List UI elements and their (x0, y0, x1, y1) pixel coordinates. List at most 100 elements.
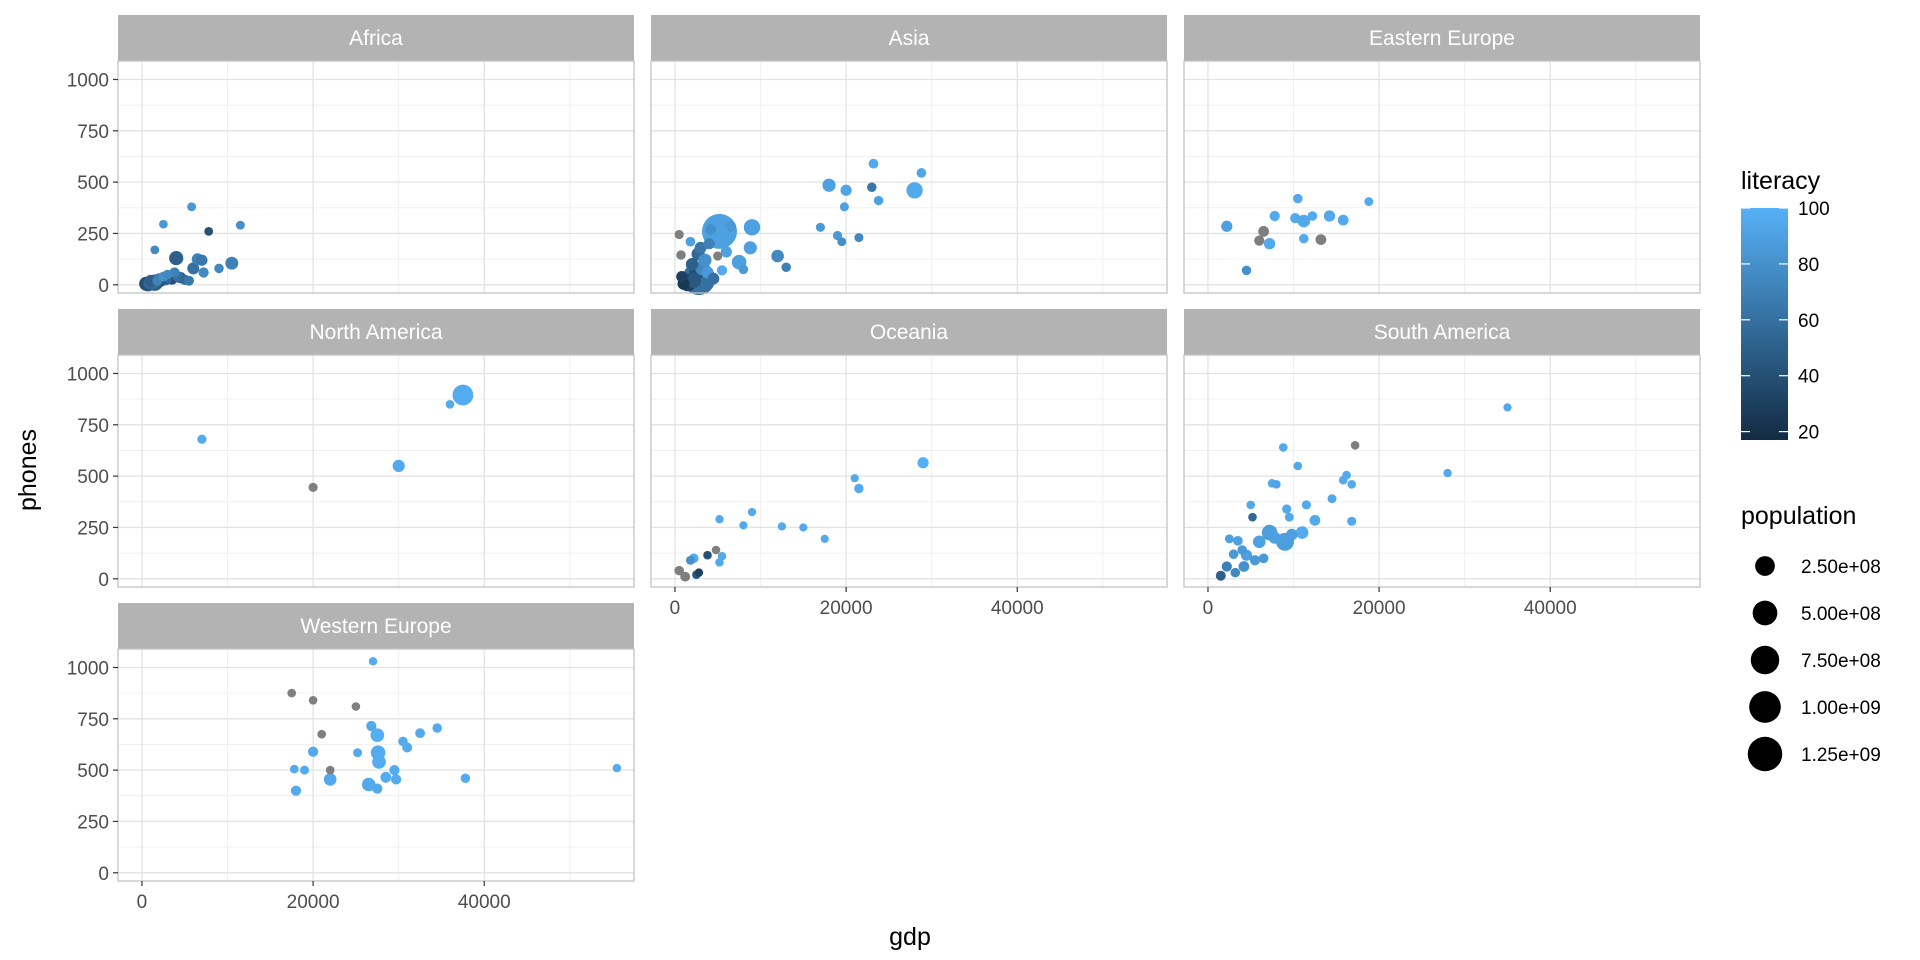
facet-strip-oceania (651, 309, 1167, 355)
data-point (711, 545, 721, 555)
data-point (353, 748, 363, 758)
data-point (1233, 535, 1243, 546)
data-point (720, 246, 732, 258)
data-point (351, 702, 361, 711)
facet-plot-area-south-america (1184, 355, 1700, 587)
size-legend-label: 1.25e+09 (1801, 745, 1881, 766)
facet-border-africa (117, 60, 635, 294)
facet-border-north-america (117, 354, 635, 588)
data-point (308, 695, 318, 705)
data-point (1342, 470, 1351, 480)
facet-strip-label-africa: Africa (349, 27, 403, 50)
data-point (289, 764, 299, 774)
facet-strip-western-europe (118, 603, 634, 649)
y-tick-label: 750 (77, 710, 109, 731)
colorbar-tick-label: 60 (1798, 311, 1819, 332)
data-point (1503, 403, 1512, 412)
data-point (1347, 479, 1357, 489)
colorbar-tick-label: 80 (1798, 255, 1819, 276)
data-point (868, 158, 879, 169)
data-point (1249, 555, 1261, 566)
data-point (235, 220, 245, 230)
data-point (1315, 234, 1327, 245)
data-point (716, 265, 728, 276)
y-tick-label: 1000 (67, 364, 109, 385)
data-point (380, 771, 392, 783)
data-point (850, 474, 859, 483)
facet-strip-eastern-europe (1184, 15, 1700, 61)
x-tick-label: 0 (670, 598, 681, 619)
data-point (822, 178, 836, 192)
data-point (290, 785, 302, 796)
data-point (1295, 526, 1309, 539)
data-point (445, 399, 455, 409)
data-point (674, 565, 684, 576)
data-point (1297, 214, 1311, 228)
data-point (1347, 516, 1357, 526)
facet-strip-label-asia: Asia (889, 27, 930, 50)
x-tick-label: 20000 (287, 892, 340, 913)
facet-strip-label-north-america: North America (309, 321, 442, 344)
data-point (717, 551, 727, 561)
data-point (738, 264, 749, 275)
data-point (873, 195, 884, 206)
data-point (317, 729, 327, 739)
data-point (686, 273, 702, 289)
data-point (698, 253, 712, 267)
data-point (705, 224, 717, 235)
data-point (715, 515, 724, 524)
data-point (1258, 553, 1269, 564)
data-point (1230, 567, 1241, 578)
facet-strip-africa (118, 15, 634, 61)
data-point (1215, 570, 1226, 581)
data-point (820, 534, 829, 543)
data-point (366, 720, 377, 732)
data-point (1364, 197, 1374, 207)
data-point (214, 263, 224, 274)
x-axis-title: gdp (889, 923, 931, 951)
facet-strip-label-oceania: Oceania (870, 321, 949, 344)
colorbar-tick-label: 20 (1798, 423, 1819, 444)
data-point (390, 774, 402, 785)
data-point (867, 182, 877, 193)
facet-strip-north-america (118, 309, 634, 355)
data-point (799, 523, 808, 532)
data-point (747, 507, 757, 517)
size-legend-label: 5.00e+08 (1801, 604, 1881, 625)
data-point (1258, 226, 1269, 237)
data-point (169, 251, 184, 266)
data-point (392, 459, 405, 472)
data-point (460, 773, 471, 784)
data-point (1238, 561, 1250, 572)
data-point (743, 219, 761, 236)
data-point (1327, 494, 1337, 504)
data-point (184, 275, 194, 286)
population-legend-title: population (1741, 502, 1856, 530)
facet-strip-label-south-america: South America (1374, 321, 1511, 344)
data-point (1350, 440, 1360, 450)
facet-border-asia (650, 60, 1168, 294)
facet-border-eastern-europe (1183, 60, 1701, 294)
data-point (1284, 512, 1294, 522)
data-point (300, 765, 309, 775)
data-point (1309, 514, 1321, 526)
data-point (694, 241, 707, 254)
data-point (703, 550, 712, 560)
data-point (204, 227, 214, 236)
data-point (1285, 528, 1298, 541)
data-point (707, 272, 720, 285)
size-legend-key (1755, 556, 1775, 576)
x-tick-label: 40000 (458, 892, 511, 913)
data-point (389, 764, 400, 776)
size-legend-key (1750, 645, 1780, 675)
data-point (432, 723, 442, 733)
data-point (1299, 233, 1309, 244)
data-point (308, 482, 318, 492)
data-point (1290, 212, 1301, 224)
size-legend-label: 7.50e+08 (1801, 651, 1881, 672)
data-point (1269, 210, 1280, 222)
facet-panels: Africa 0 250 500 750 1000 Asia Eastern Europe No… (67, 15, 1701, 913)
facet-border-oceania (650, 354, 1168, 588)
facet-strip-label-western-europe: Western Europe (300, 615, 451, 638)
facet-plot-area-oceania (651, 355, 1167, 587)
